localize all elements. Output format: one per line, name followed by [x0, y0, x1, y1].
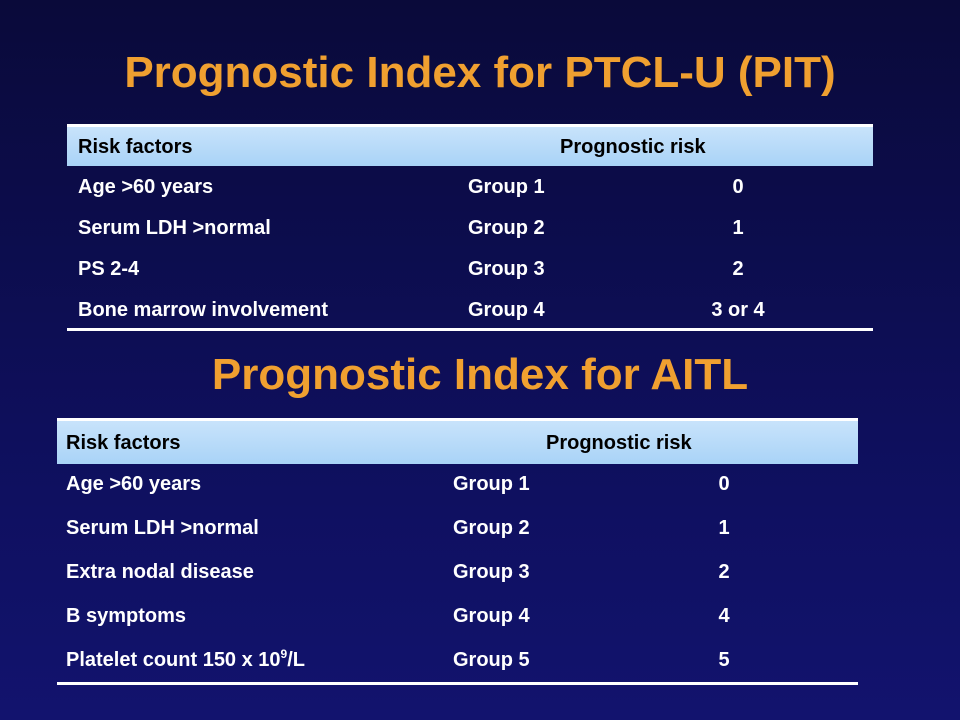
table-header: Risk factors Prognostic risk: [57, 418, 858, 464]
risk-factor-cell: Serum LDH >normal: [78, 217, 271, 239]
header-prognostic-risk: Prognostic risk: [560, 136, 706, 158]
group-cell: Group 1: [453, 473, 530, 495]
table-bottom-rule: [67, 328, 873, 331]
score-cell: 1: [718, 517, 730, 539]
risk-factor-cell: Age >60 years: [66, 473, 202, 495]
risk-factor-cell: Age >60 years: [78, 176, 214, 198]
group-cell: Group 5: [453, 649, 530, 671]
score-cell: 1: [732, 217, 744, 239]
platelet-label: Platelet count 150 x 10: [66, 649, 281, 671]
group-cell: Group 4: [468, 299, 545, 321]
risk-factor-cell: PS 2-4: [78, 258, 140, 280]
score-cell: 0: [732, 176, 744, 198]
score-cell: 5: [718, 649, 730, 671]
score-cell: 2: [732, 258, 744, 280]
score-cell: 4: [718, 605, 730, 627]
score-cell: 2: [718, 561, 730, 583]
score-cell: 0: [718, 473, 730, 495]
pit-table: Risk factors Prognostic risk Age >60 yea…: [67, 124, 873, 332]
header-risk-factors: Risk factors: [78, 136, 193, 158]
group-cell: Group 2: [453, 517, 530, 539]
header-prognostic-risk: Prognostic risk: [546, 432, 692, 454]
score-cell: 3 or 4: [711, 299, 765, 321]
table-header: Risk factors Prognostic risk: [67, 124, 873, 166]
group-cell: Group 2: [468, 217, 545, 239]
aitl-table: Risk factors Prognostic risk Age >60 yea…: [57, 418, 858, 687]
group-cell: Group 4: [453, 605, 530, 627]
slide-title-aitl: Prognostic Index for AITL: [211, 350, 749, 399]
header-risk-factors: Risk factors: [66, 432, 181, 454]
group-cell: Group 3: [453, 561, 530, 583]
risk-factor-cell: Platelet count 150 x 109/L: [66, 647, 306, 672]
risk-factor-cell: Bone marrow involvement: [78, 299, 329, 321]
table-bottom-rule: [57, 682, 858, 685]
group-cell: Group 3: [468, 258, 545, 280]
risk-factor-cell: B symptoms: [66, 605, 187, 627]
group-cell: Group 1: [468, 176, 545, 198]
exponent: 9: [280, 647, 288, 661]
slide-title-pit: Prognostic Index for PTCL-U (PIT): [124, 48, 836, 97]
risk-factor-cell: Serum LDH >normal: [66, 517, 259, 539]
risk-factor-cell: Extra nodal disease: [66, 561, 254, 583]
platelet-unit: /L: [287, 649, 306, 671]
